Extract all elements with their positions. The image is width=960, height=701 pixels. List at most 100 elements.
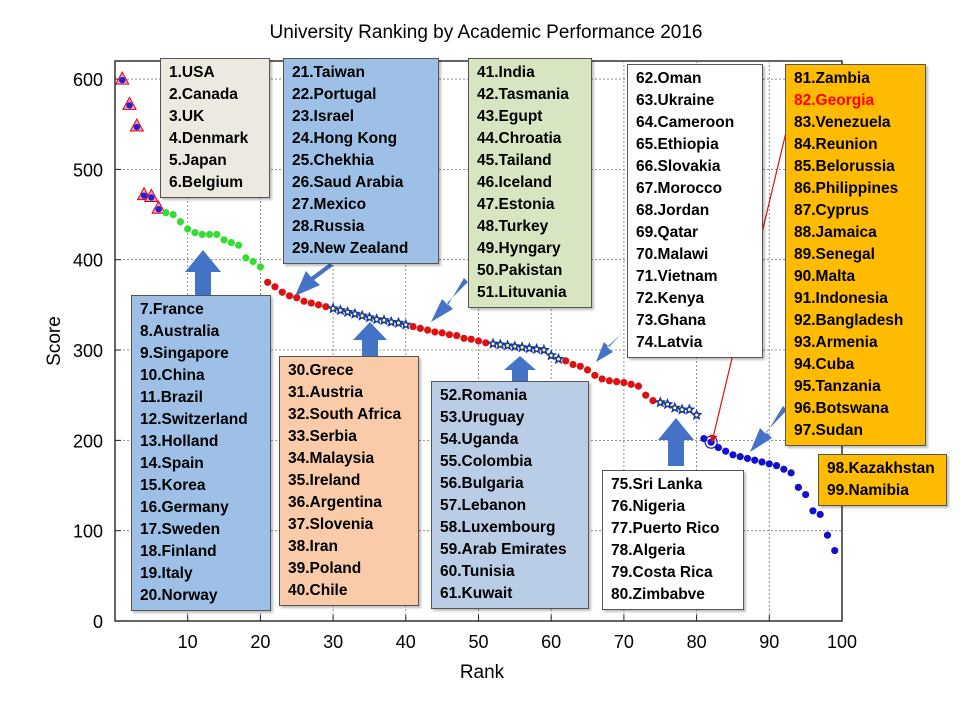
y-tick-label: 400 [73, 251, 103, 271]
data-point [191, 229, 199, 237]
country-label: 63.Ukraine [636, 92, 715, 109]
pointer-arrow [504, 356, 536, 384]
data-point [140, 192, 148, 199]
annotation-box-41-51: 41.India 42.Tasmania 43.Egupt 44.Chroatia 45… [468, 58, 592, 308]
country-label: 62.Oman [636, 70, 702, 87]
pointer-arrow [431, 278, 468, 322]
data-point [642, 391, 650, 399]
country-label: 46.Iceland [477, 174, 552, 191]
data-point [620, 378, 628, 387]
country-label: 65.Ethiopia [636, 136, 719, 153]
data-point [802, 490, 810, 499]
data-point [213, 230, 221, 239]
data-point [520, 345, 524, 349]
country-label: 78.Algeria [611, 542, 686, 559]
country-label: 66.Slovakia [636, 158, 721, 175]
data-point [300, 297, 308, 305]
country-label: 80.Zimbabve [611, 586, 705, 603]
data-point [431, 328, 439, 336]
data-point [831, 546, 839, 555]
data-point [787, 469, 795, 477]
data-point [278, 288, 286, 296]
x-tick-label: 100 [827, 632, 857, 652]
country-label: 73.Ghana [636, 312, 706, 329]
country-label: 42.Tasmania [477, 86, 569, 103]
country-label: 38.Iran [288, 538, 338, 555]
country-label: 52.Romania [440, 387, 528, 404]
country-label: 19.Italy [140, 565, 193, 582]
annotation-box-21-29: 21.Taiwan 22.Portugal 23.Israel 24.Hong Kon… [283, 58, 439, 264]
data-point [389, 320, 393, 324]
y-tick-label: 100 [73, 522, 103, 542]
country-label: 77.Puerto Rico [611, 520, 720, 537]
data-point [649, 397, 657, 405]
country-label: 91.Indonesia [794, 290, 888, 307]
annotation-box-62-74: 62.Oman 63.Ukraine 64.Cameroon 65.Ethiopia 6… [627, 64, 763, 358]
data-point [695, 413, 699, 417]
country-label: 56.Bulgaria [440, 475, 524, 492]
country-label: 33.Serbia [288, 428, 357, 445]
data-point [666, 402, 670, 406]
country-label: 60.Tunisia [440, 563, 515, 580]
data-point [680, 408, 684, 412]
x-tick-label: 30 [323, 632, 343, 652]
data-point [169, 210, 177, 219]
country-label: 76.Nigeria [611, 498, 686, 515]
country-label: 16.Germany [140, 499, 229, 516]
x-tick-label: 60 [541, 632, 561, 652]
data-point [736, 453, 744, 461]
country-label: 86.Philippines [794, 180, 899, 197]
data-point [583, 366, 592, 374]
country-label: 59.Arab Emirates [440, 541, 567, 558]
country-label: 67.Morocco [636, 180, 723, 197]
x-axis-label: Rank [460, 662, 505, 683]
country-label: 32.South Africa [288, 406, 402, 423]
data-point [605, 377, 613, 385]
data-point [772, 462, 781, 470]
data-point [498, 343, 502, 347]
data-point [404, 323, 408, 327]
country-label: 95.Tanzania [794, 378, 881, 395]
data-point [155, 206, 162, 213]
x-tick-label: 40 [396, 632, 416, 652]
country-label: 70.Malawi [636, 246, 709, 263]
data-point [126, 102, 133, 109]
data-point [227, 238, 235, 247]
data-point [234, 241, 243, 249]
country-label: 74.Latvia [636, 334, 703, 351]
data-point [765, 460, 773, 468]
country-label: 87.Cyprus [794, 202, 869, 219]
data-point [382, 318, 386, 322]
data-point [367, 316, 371, 320]
data-point [148, 194, 155, 201]
data-point [242, 254, 250, 262]
data-point [293, 294, 301, 302]
data-point [506, 344, 510, 348]
pointer-arrow [596, 333, 622, 362]
country-label: 75.Sri Lanka [611, 476, 703, 493]
pointer-arrow [185, 250, 221, 298]
country-label: 94.Cuba [794, 356, 855, 373]
country-label: 10.China [140, 367, 205, 384]
country-label: 50.Pakistan [477, 262, 563, 279]
data-point [673, 406, 677, 410]
y-tick-label: 600 [73, 70, 103, 90]
data-point [220, 236, 228, 244]
data-point [687, 408, 691, 412]
data-point [331, 306, 335, 310]
x-tick-label: 80 [687, 632, 707, 652]
country-label: 8.Australia [140, 323, 220, 340]
data-point [198, 230, 206, 239]
data-point [249, 257, 257, 266]
data-point [722, 447, 730, 455]
country-label: 22.Portugal [292, 86, 377, 103]
pointer-arrow [658, 418, 694, 466]
country-label: 37.Slovenia [288, 516, 374, 533]
country-label: 17.Sweden [140, 521, 221, 538]
data-point [375, 317, 379, 321]
data-point [285, 292, 294, 300]
data-point [751, 456, 759, 464]
country-label: 36.Argentina [288, 494, 382, 511]
x-tick-label: 50 [468, 632, 488, 652]
data-point [491, 342, 495, 346]
